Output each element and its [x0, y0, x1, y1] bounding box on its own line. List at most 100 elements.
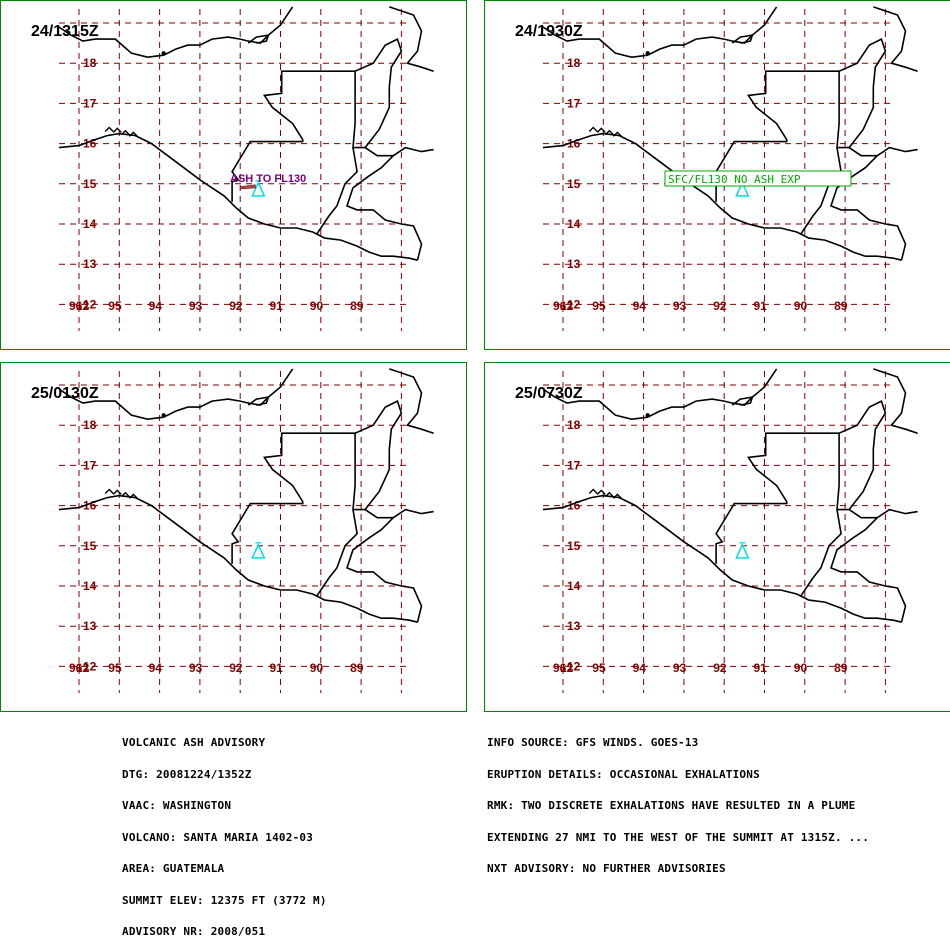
map-panel: 18 17 16 15 14 13 12 96 95 94 93 92 91 90 89 12 25/0130Z	[0, 362, 467, 712]
lon-label: 95	[592, 299, 606, 313]
lat-label: 17	[83, 458, 97, 472]
island-outline	[112, 489, 122, 495]
lon-label: 90	[310, 661, 324, 675]
island-outline	[612, 131, 622, 137]
lat-label: 18	[567, 56, 581, 70]
caribbean-coastline	[876, 508, 918, 519]
lon-label: 96	[69, 661, 83, 675]
lat-label: 15	[83, 177, 97, 191]
lake-outline	[731, 34, 754, 44]
belize-border	[838, 37, 887, 149]
advisory-header-right: INFO SOURCE: GFS WINDS. GOES-13 ERUPTION…	[487, 717, 869, 885]
advisory-line: VOLCANO: SANTA MARIA 1402-03	[122, 830, 314, 844]
lat-label: 12	[567, 659, 581, 673]
island-outline	[604, 491, 614, 498]
yucatan-coastline	[873, 6, 918, 72]
city-dot	[645, 413, 650, 418]
map-panel: 18 17 16 15 14 13 12 96 95 94 93 92 91 90 89 12 24/1315Z…	[0, 0, 467, 350]
lon-label: 90	[794, 299, 808, 313]
ash-label: ASH TO FL130	[230, 173, 306, 185]
city-dot	[161, 413, 166, 418]
triangle-icon	[735, 543, 750, 559]
lat-label: 17	[567, 458, 581, 472]
advisory-line: VOLCANIC ASH ADVISORY	[122, 736, 266, 749]
guatemala-south-border	[316, 509, 358, 597]
belize-border	[354, 37, 403, 149]
belize-border	[354, 399, 403, 511]
lon-label: 92	[713, 661, 727, 675]
lon-label: 89	[350, 661, 364, 675]
lon-label: 89	[350, 299, 364, 313]
lon-label: 93	[673, 299, 687, 313]
lake-outline	[731, 396, 754, 406]
island-outline	[120, 491, 130, 498]
lake-outline	[247, 396, 270, 406]
lon-label: 91	[754, 661, 768, 675]
lat-label: 12	[567, 297, 581, 311]
lat-label: 12	[83, 297, 97, 311]
lat-label: 17	[567, 96, 581, 110]
advisory-line: RMK: TWO DISCRETE EXHALATIONS HAVE RESUL…	[487, 799, 856, 812]
lon-label: 96	[553, 661, 567, 675]
panel-time: 25/0130Z	[31, 385, 99, 402]
lat-label: 15	[83, 539, 97, 553]
city-dot	[161, 51, 166, 56]
island-outline	[596, 127, 606, 133]
lon-label: 90	[310, 299, 324, 313]
caribbean-coastline	[876, 146, 918, 157]
honduras-border	[346, 155, 423, 261]
advisory-line: ERUPTION DETAILS: OCCASIONAL EXHALATIONS	[487, 767, 760, 781]
lon-label: 94	[633, 661, 647, 675]
lat-label: 12	[560, 661, 574, 675]
panel-time: 24/1315Z	[31, 23, 99, 40]
lat-label: 13	[567, 257, 581, 271]
guatemala-border	[715, 432, 878, 564]
lon-label: 91	[754, 299, 768, 313]
lat-label: 12	[560, 299, 574, 313]
island-outline	[112, 127, 122, 133]
island-outline	[604, 129, 614, 136]
no-ash-label: SFC/FL130 NO ASH EXP	[668, 173, 801, 186]
lat-label: 18	[83, 56, 97, 70]
lon-label: 93	[189, 661, 203, 675]
panel-time: 25/0730Z	[515, 385, 583, 402]
caribbean-coastline	[392, 508, 434, 519]
advisory-line: NXT ADVISORY: NO FURTHER ADVISORIES	[487, 862, 726, 875]
advisory-line: DTG: 20081224/1352Z	[122, 767, 252, 781]
island-outline	[588, 126, 598, 133]
lon-label: 89	[834, 661, 848, 675]
lat-label: 13	[83, 619, 97, 633]
lon-label: 92	[229, 299, 243, 313]
lon-label: 92	[713, 299, 727, 313]
lon-label: 91	[270, 299, 284, 313]
lon-label: 89	[834, 299, 848, 313]
lat-label: 17	[83, 96, 97, 110]
lat-label: 14	[83, 579, 97, 593]
lat-label: 15	[567, 177, 581, 191]
advisory-line: AREA: GUATEMALA	[122, 862, 225, 875]
island-outline	[588, 488, 598, 495]
lon-label: 94	[633, 299, 647, 313]
island-outline	[128, 493, 138, 499]
advisory-header-left: VOLCANIC ASH ADVISORY DTG: 20081224/1352…	[122, 717, 327, 948]
lat-label: 14	[567, 579, 581, 593]
caribbean-coastline	[392, 146, 434, 157]
lat-label: 14	[567, 217, 581, 231]
island-outline	[104, 488, 114, 495]
no-ash-box	[664, 170, 852, 187]
lat-label: 15	[567, 539, 581, 553]
belize-border	[838, 399, 887, 511]
lon-label: 96	[553, 299, 567, 313]
advisory-line: INFO SOURCE: GFS WINDS. GOES-13	[487, 736, 699, 749]
lake-outline	[247, 34, 270, 44]
guatemala-south-border	[800, 147, 842, 235]
advisory-line: ADVISORY NR: 2008/051	[122, 925, 266, 938]
yucatan-coastline	[873, 368, 918, 434]
lon-label: 93	[673, 661, 687, 675]
island-outline	[104, 126, 114, 133]
lon-label: 96	[69, 299, 83, 313]
lon-label: 93	[189, 299, 203, 313]
lat-label: 13	[83, 257, 97, 271]
